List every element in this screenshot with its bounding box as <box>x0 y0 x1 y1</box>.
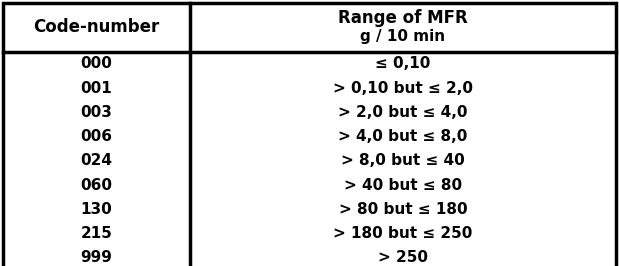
Text: 999: 999 <box>80 250 113 265</box>
Text: > 80 but ≤ 180: > 80 but ≤ 180 <box>339 202 467 217</box>
Text: > 2,0 but ≤ 4,0: > 2,0 but ≤ 4,0 <box>338 105 468 120</box>
Text: 130: 130 <box>80 202 113 217</box>
Text: 001: 001 <box>80 81 113 96</box>
Text: g / 10 min: g / 10 min <box>360 29 446 44</box>
Text: > 250: > 250 <box>378 250 428 265</box>
Text: > 4,0 but ≤ 8,0: > 4,0 but ≤ 8,0 <box>338 129 467 144</box>
Text: 003: 003 <box>80 105 113 120</box>
Text: > 0,10 but ≤ 2,0: > 0,10 but ≤ 2,0 <box>333 81 473 96</box>
Text: Code-number: Code-number <box>33 18 160 36</box>
Text: 006: 006 <box>80 129 113 144</box>
Text: > 8,0 but ≤ 40: > 8,0 but ≤ 40 <box>341 153 465 168</box>
Text: 060: 060 <box>80 177 113 193</box>
Text: 000: 000 <box>80 56 113 72</box>
Text: Range of MFR: Range of MFR <box>338 9 468 27</box>
Text: ≤ 0,10: ≤ 0,10 <box>375 56 431 72</box>
Text: 024: 024 <box>80 153 113 168</box>
Text: > 40 but ≤ 80: > 40 but ≤ 80 <box>344 177 462 193</box>
Text: > 180 but ≤ 250: > 180 but ≤ 250 <box>333 226 473 241</box>
Text: 215: 215 <box>80 226 113 241</box>
